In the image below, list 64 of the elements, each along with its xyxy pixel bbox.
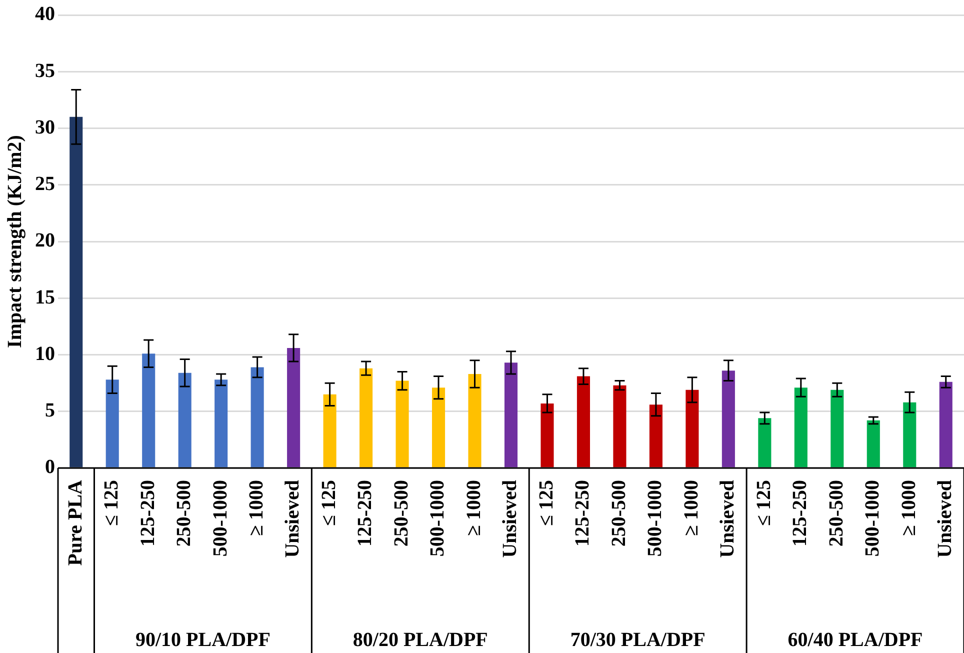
y-tick-label: 15 bbox=[35, 286, 55, 308]
x-tick-label: ≥ 1000 bbox=[462, 480, 485, 536]
bar bbox=[178, 372, 192, 468]
bar bbox=[70, 116, 83, 468]
bar bbox=[939, 382, 952, 468]
text: 80/20 PLA/DPF bbox=[352, 629, 488, 651]
x-tick-label: 125-250 bbox=[572, 480, 594, 547]
x-tick-label: 250-500 bbox=[608, 480, 630, 547]
x-tick-label: 250-500 bbox=[173, 480, 196, 547]
bar bbox=[504, 362, 518, 468]
bar bbox=[613, 385, 626, 468]
bar bbox=[830, 390, 844, 468]
x-tick-label: Unsieved bbox=[499, 480, 522, 558]
x-tick-label: 500-1000 bbox=[644, 480, 666, 557]
x-tick-label: 500-1000 bbox=[209, 480, 232, 557]
y-tick-label: 0 bbox=[45, 456, 55, 478]
x-tick-label: ≤ 125 bbox=[100, 480, 123, 526]
y-tick-label: 5 bbox=[45, 400, 55, 422]
bar bbox=[360, 368, 373, 468]
x-tick-label: 125-250 bbox=[789, 480, 812, 547]
y-axis-title: Impact strength (KJ/m2) bbox=[4, 135, 26, 348]
bar bbox=[903, 402, 916, 468]
bar bbox=[432, 388, 446, 468]
x-tick-label: ≥ 1000 bbox=[245, 480, 268, 536]
bar bbox=[396, 380, 409, 468]
x-tick-label: 250-500 bbox=[825, 480, 848, 547]
bar bbox=[722, 370, 735, 468]
bar bbox=[758, 418, 772, 468]
bar bbox=[576, 376, 590, 468]
bar bbox=[142, 354, 156, 468]
x-tick-label: Unsieved bbox=[716, 480, 739, 558]
x-tick-label: 500-1000 bbox=[426, 480, 449, 557]
y-tick-label: 30 bbox=[35, 116, 55, 138]
bar bbox=[214, 380, 228, 468]
x-tick-label: ≤ 125 bbox=[535, 480, 558, 526]
x-tick-label: Unsieved bbox=[934, 480, 956, 558]
bar bbox=[323, 394, 336, 468]
y-tick-label: 25 bbox=[35, 173, 55, 196]
x-tick-label: 250-500 bbox=[390, 480, 412, 547]
x-tick-label: ≤ 125 bbox=[318, 480, 340, 526]
y-tick-label: 20 bbox=[35, 230, 55, 252]
x-tick-label: ≥ 1000 bbox=[680, 480, 702, 536]
x-tick-label: 125-250 bbox=[136, 480, 159, 547]
bar bbox=[794, 388, 808, 468]
x-tick-label: 125-250 bbox=[354, 480, 376, 547]
bar bbox=[649, 404, 662, 468]
text: 90/10 PLA/DPF bbox=[135, 629, 270, 651]
bar bbox=[250, 367, 264, 468]
bar bbox=[866, 420, 880, 468]
bar bbox=[106, 380, 119, 468]
bar bbox=[540, 403, 554, 468]
x-tick-label: 500-1000 bbox=[862, 480, 884, 557]
bar bbox=[686, 390, 699, 468]
x-tick-label: ≤ 125 bbox=[752, 480, 775, 526]
text: 60/40 PLA/DPF bbox=[788, 629, 923, 651]
y-tick-label: 35 bbox=[35, 60, 55, 82]
x-tick-label: Pure PLA bbox=[64, 479, 86, 566]
bar bbox=[287, 348, 300, 468]
x-tick-label: ≥ 1000 bbox=[898, 480, 920, 536]
y-tick-label: 40 bbox=[35, 3, 55, 26]
text: 70/30 PLA/DPF bbox=[570, 629, 706, 651]
y-tick-label: 10 bbox=[35, 342, 55, 365]
x-tick-label: Unsieved bbox=[282, 480, 304, 558]
bar bbox=[468, 374, 482, 468]
